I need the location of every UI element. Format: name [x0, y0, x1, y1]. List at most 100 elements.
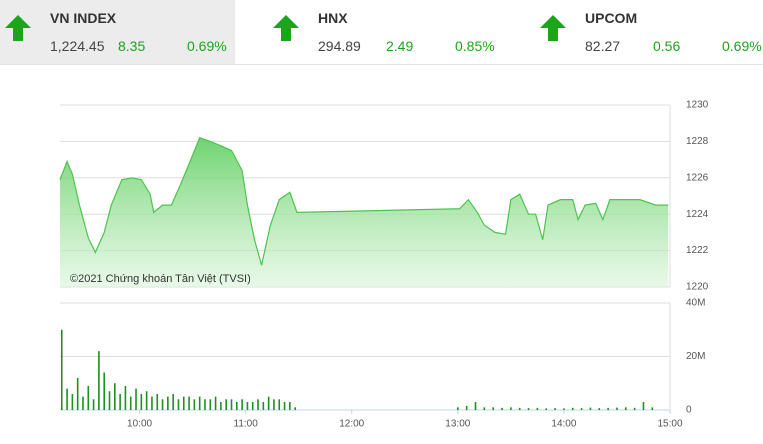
- y-tick-label: 1230: [686, 100, 709, 111]
- index-value: 1,224.45: [50, 38, 105, 54]
- y-tick-label: 0: [686, 405, 692, 416]
- bar: [289, 401, 291, 410]
- bar: [156, 393, 159, 410]
- bar: [283, 401, 286, 410]
- bar: [151, 396, 153, 410]
- bar: [198, 396, 201, 410]
- index-percent: 0.69%: [722, 38, 762, 54]
- y-tick-label: 20M: [686, 351, 705, 362]
- x-tick-label: 13:00: [445, 419, 470, 430]
- bar: [172, 393, 174, 410]
- y-tick-label: 1224: [686, 209, 709, 220]
- area: [60, 137, 669, 287]
- bar: [273, 399, 275, 410]
- bar: [465, 405, 468, 410]
- bar: [545, 408, 548, 410]
- bar: [145, 391, 148, 410]
- bar: [82, 396, 84, 410]
- bar: [510, 407, 512, 410]
- bar: [214, 396, 217, 410]
- bar: [92, 399, 95, 410]
- y-tick-label: 1220: [686, 282, 709, 293]
- index-name: UPCOM: [585, 10, 638, 26]
- x-tick-label: 14:00: [551, 419, 576, 430]
- bar: [177, 399, 180, 410]
- bar: [278, 399, 281, 410]
- bar: [563, 408, 565, 410]
- y-tick-label: 40M: [686, 298, 705, 309]
- bar: [474, 401, 477, 410]
- bar: [241, 399, 243, 410]
- bar: [76, 377, 79, 410]
- divider: [0, 64, 763, 65]
- bar: [103, 372, 106, 410]
- bar: [589, 407, 592, 410]
- bar: [209, 399, 212, 410]
- x-tick-label: 12:00: [339, 419, 364, 430]
- bar: [607, 407, 609, 410]
- bar: [98, 351, 100, 410]
- bar: [167, 396, 169, 410]
- y-tick-label: 1228: [686, 136, 709, 147]
- bar: [257, 399, 259, 410]
- bar: [262, 401, 265, 410]
- index-name: HNX: [318, 10, 348, 26]
- bar: [536, 407, 539, 410]
- x-tick-label: 11:00: [234, 419, 259, 430]
- line: [59, 137, 669, 266]
- bar: [119, 393, 121, 410]
- bar: [554, 408, 556, 410]
- index-change: 0.56: [653, 38, 681, 54]
- bar: [60, 329, 63, 410]
- index-change: 2.49: [386, 38, 414, 54]
- bar: [616, 407, 618, 410]
- bar: [642, 401, 645, 410]
- index-change: 8.35: [118, 38, 146, 54]
- bar: [518, 407, 521, 410]
- up-arrow: [540, 15, 566, 41]
- bar: [633, 407, 636, 410]
- bar: [204, 399, 206, 410]
- bar: [580, 408, 583, 410]
- bar: [135, 388, 137, 410]
- up-arrow: [273, 15, 299, 41]
- bar: [624, 407, 627, 410]
- bar: [246, 401, 249, 410]
- x-tick-label: 15:00: [657, 419, 682, 430]
- bar: [124, 385, 127, 410]
- bar: [140, 393, 143, 410]
- index-percent: 0.85%: [455, 38, 495, 54]
- bar: [182, 396, 185, 410]
- bar: [483, 407, 486, 410]
- bar: [492, 407, 494, 410]
- bar: [236, 401, 238, 410]
- annotation: ©2021 Chứng khoán Tân Việt (TVSI): [70, 273, 251, 285]
- bar: [66, 388, 68, 410]
- index-panel: UPCOM 82.27 0.56 0.69%: [535, 0, 763, 64]
- bar: [457, 407, 459, 410]
- index-panel: HNX 294.89 2.49 0.85%: [268, 0, 522, 64]
- bar: [294, 407, 296, 410]
- bar: [225, 399, 228, 410]
- bar: [598, 408, 601, 410]
- index-value: 82.27: [585, 38, 621, 54]
- bar: [71, 393, 74, 410]
- bar: [571, 407, 574, 410]
- bar: [114, 383, 116, 410]
- bar: [501, 407, 503, 410]
- y-tick-label: 1222: [686, 245, 709, 256]
- bar: [188, 396, 190, 410]
- index-value: 294.89: [318, 38, 361, 54]
- bar: [251, 401, 254, 410]
- bar: [129, 396, 132, 410]
- bar: [161, 399, 164, 410]
- bar: [267, 396, 270, 410]
- bar: [527, 408, 530, 410]
- index-panel: VN INDEX 1,224.45 8.35 0.69%: [0, 0, 235, 64]
- y-tick-label: 1226: [686, 172, 709, 183]
- x-tick-label: 10:00: [127, 419, 152, 430]
- index-name: VN INDEX: [50, 10, 117, 26]
- bar: [230, 399, 233, 410]
- bar: [108, 391, 111, 410]
